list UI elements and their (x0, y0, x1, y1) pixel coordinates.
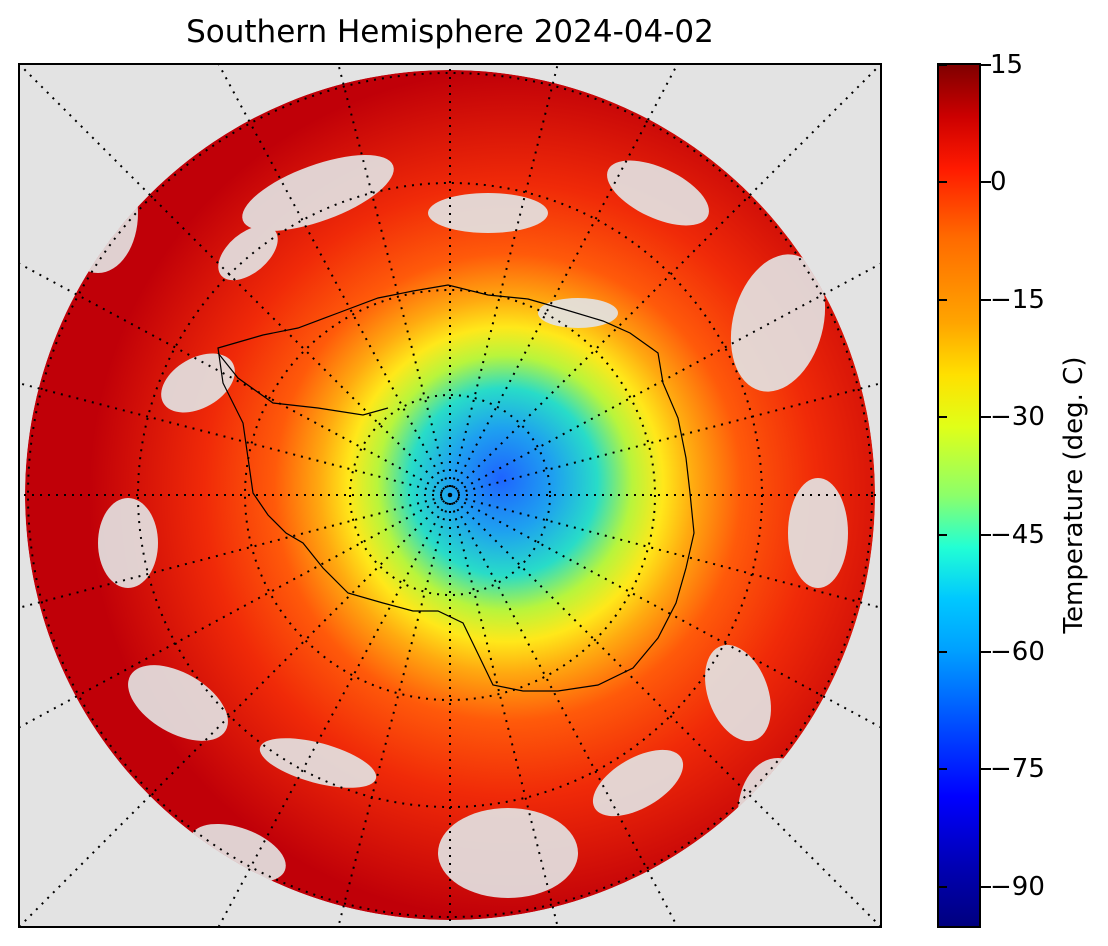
colorbar-tick-mark-inner (937, 885, 947, 888)
colorbar-tick-mark-inner (937, 181, 947, 184)
colorbar-tick-mark-inner (937, 64, 947, 66)
colorbar-tick-label: −90 (990, 871, 1045, 902)
colorbar-tick-label: −60 (990, 637, 1045, 668)
colorbar-tick-mark (981, 533, 991, 536)
meridian-lines (18, 63, 882, 928)
colorbar-label: Temperature (deg. C) (1059, 356, 1089, 634)
colorbar-tick-mark-inner (937, 298, 947, 301)
colorbar-tick-mark (981, 651, 991, 654)
colorbar-tick-label: −75 (990, 754, 1045, 785)
colorbar-tick-mark (981, 416, 991, 419)
map-border (18, 63, 882, 928)
colorbar-tick-mark (981, 768, 991, 771)
colorbar-tick-mark-inner (937, 768, 947, 771)
polar-temperature-map[interactable] (18, 63, 882, 928)
colorbar-tick-mark (981, 298, 991, 301)
map-title: Southern Hemisphere 2024-04-02 (186, 14, 714, 50)
colorbar-tick-label: −15 (990, 284, 1045, 315)
colorbar (937, 63, 981, 928)
colorbar-tick-mark (981, 885, 991, 888)
colorbar-tick-mark-inner (937, 651, 947, 654)
antarctic-peninsula (217, 352, 389, 416)
colorbar-tick-mark-inner (937, 533, 947, 536)
colorbar-tick-label: −45 (990, 519, 1045, 550)
colorbar-tick-label: 15 (990, 50, 1024, 80)
colorbar-tick-label: −30 (990, 402, 1045, 433)
antarctica-coastline (217, 284, 695, 692)
colorbar-tick-mark-inner (937, 416, 947, 419)
colorbar-tick-mark (981, 181, 991, 184)
colorbar-tick-mark (981, 64, 991, 66)
colorbar-tick-label: 0 (990, 167, 1007, 198)
